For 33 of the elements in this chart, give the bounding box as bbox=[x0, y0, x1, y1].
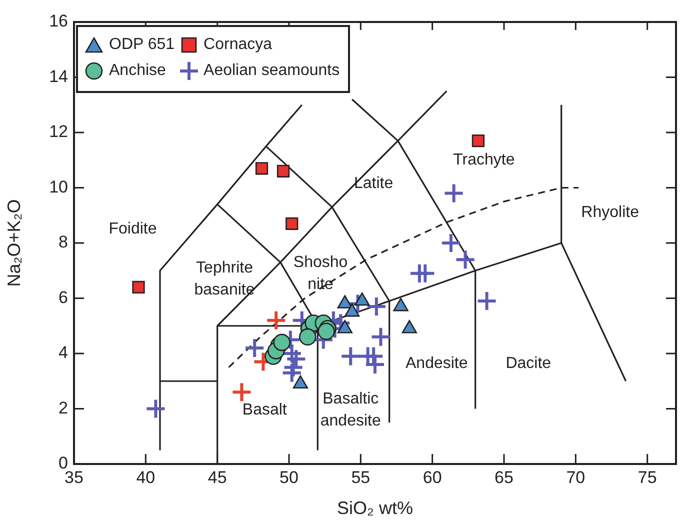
y-tick-label: 6 bbox=[58, 288, 68, 307]
legend-label: Aeolian seamounts bbox=[204, 62, 340, 80]
x-tick-label: 40 bbox=[136, 468, 156, 487]
legend-label: ODP 651 bbox=[109, 36, 175, 54]
y-tick-label: 8 bbox=[58, 232, 68, 252]
y-axis-title: Na₂O+K₂O bbox=[4, 199, 24, 287]
y-tick-label: 10 bbox=[49, 177, 68, 196]
x-tick-label: 45 bbox=[208, 468, 227, 487]
annotation: Andesite bbox=[406, 354, 468, 372]
y-tick-label: 12 bbox=[49, 122, 68, 142]
legend-label: Anchise bbox=[109, 62, 166, 80]
annotation: Basaltic andesite bbox=[320, 390, 381, 430]
annotation: Latite bbox=[354, 175, 394, 192]
y-tick-label: 2 bbox=[58, 398, 68, 418]
y-tick-label: 16 bbox=[49, 12, 68, 31]
annotation: Shosho nite bbox=[293, 254, 348, 293]
x-tick-label: 50 bbox=[280, 468, 298, 487]
x-tick-label: 35 bbox=[64, 468, 84, 487]
x-axis-title: SiO₂ wt% bbox=[337, 498, 413, 518]
annotation: Tephrite basanite bbox=[194, 259, 255, 298]
x-tick-label: 75 bbox=[638, 468, 657, 487]
legend-label: Cornacya bbox=[204, 36, 272, 54]
annotation: Basalt bbox=[242, 401, 288, 418]
x-tick-label: 65 bbox=[494, 468, 514, 487]
x-tick-label: 70 bbox=[566, 468, 586, 487]
annotation: Foidite bbox=[108, 220, 157, 238]
x-tick-label: 60 bbox=[422, 468, 442, 487]
y-tick-label: 4 bbox=[58, 343, 68, 362]
annotation: Rhyolite bbox=[581, 204, 640, 222]
annotation: Trachyte bbox=[453, 152, 515, 169]
y-tick-label: 14 bbox=[49, 66, 68, 86]
annotation: Dacite bbox=[506, 354, 552, 372]
x-tick-label: 55 bbox=[351, 468, 370, 487]
